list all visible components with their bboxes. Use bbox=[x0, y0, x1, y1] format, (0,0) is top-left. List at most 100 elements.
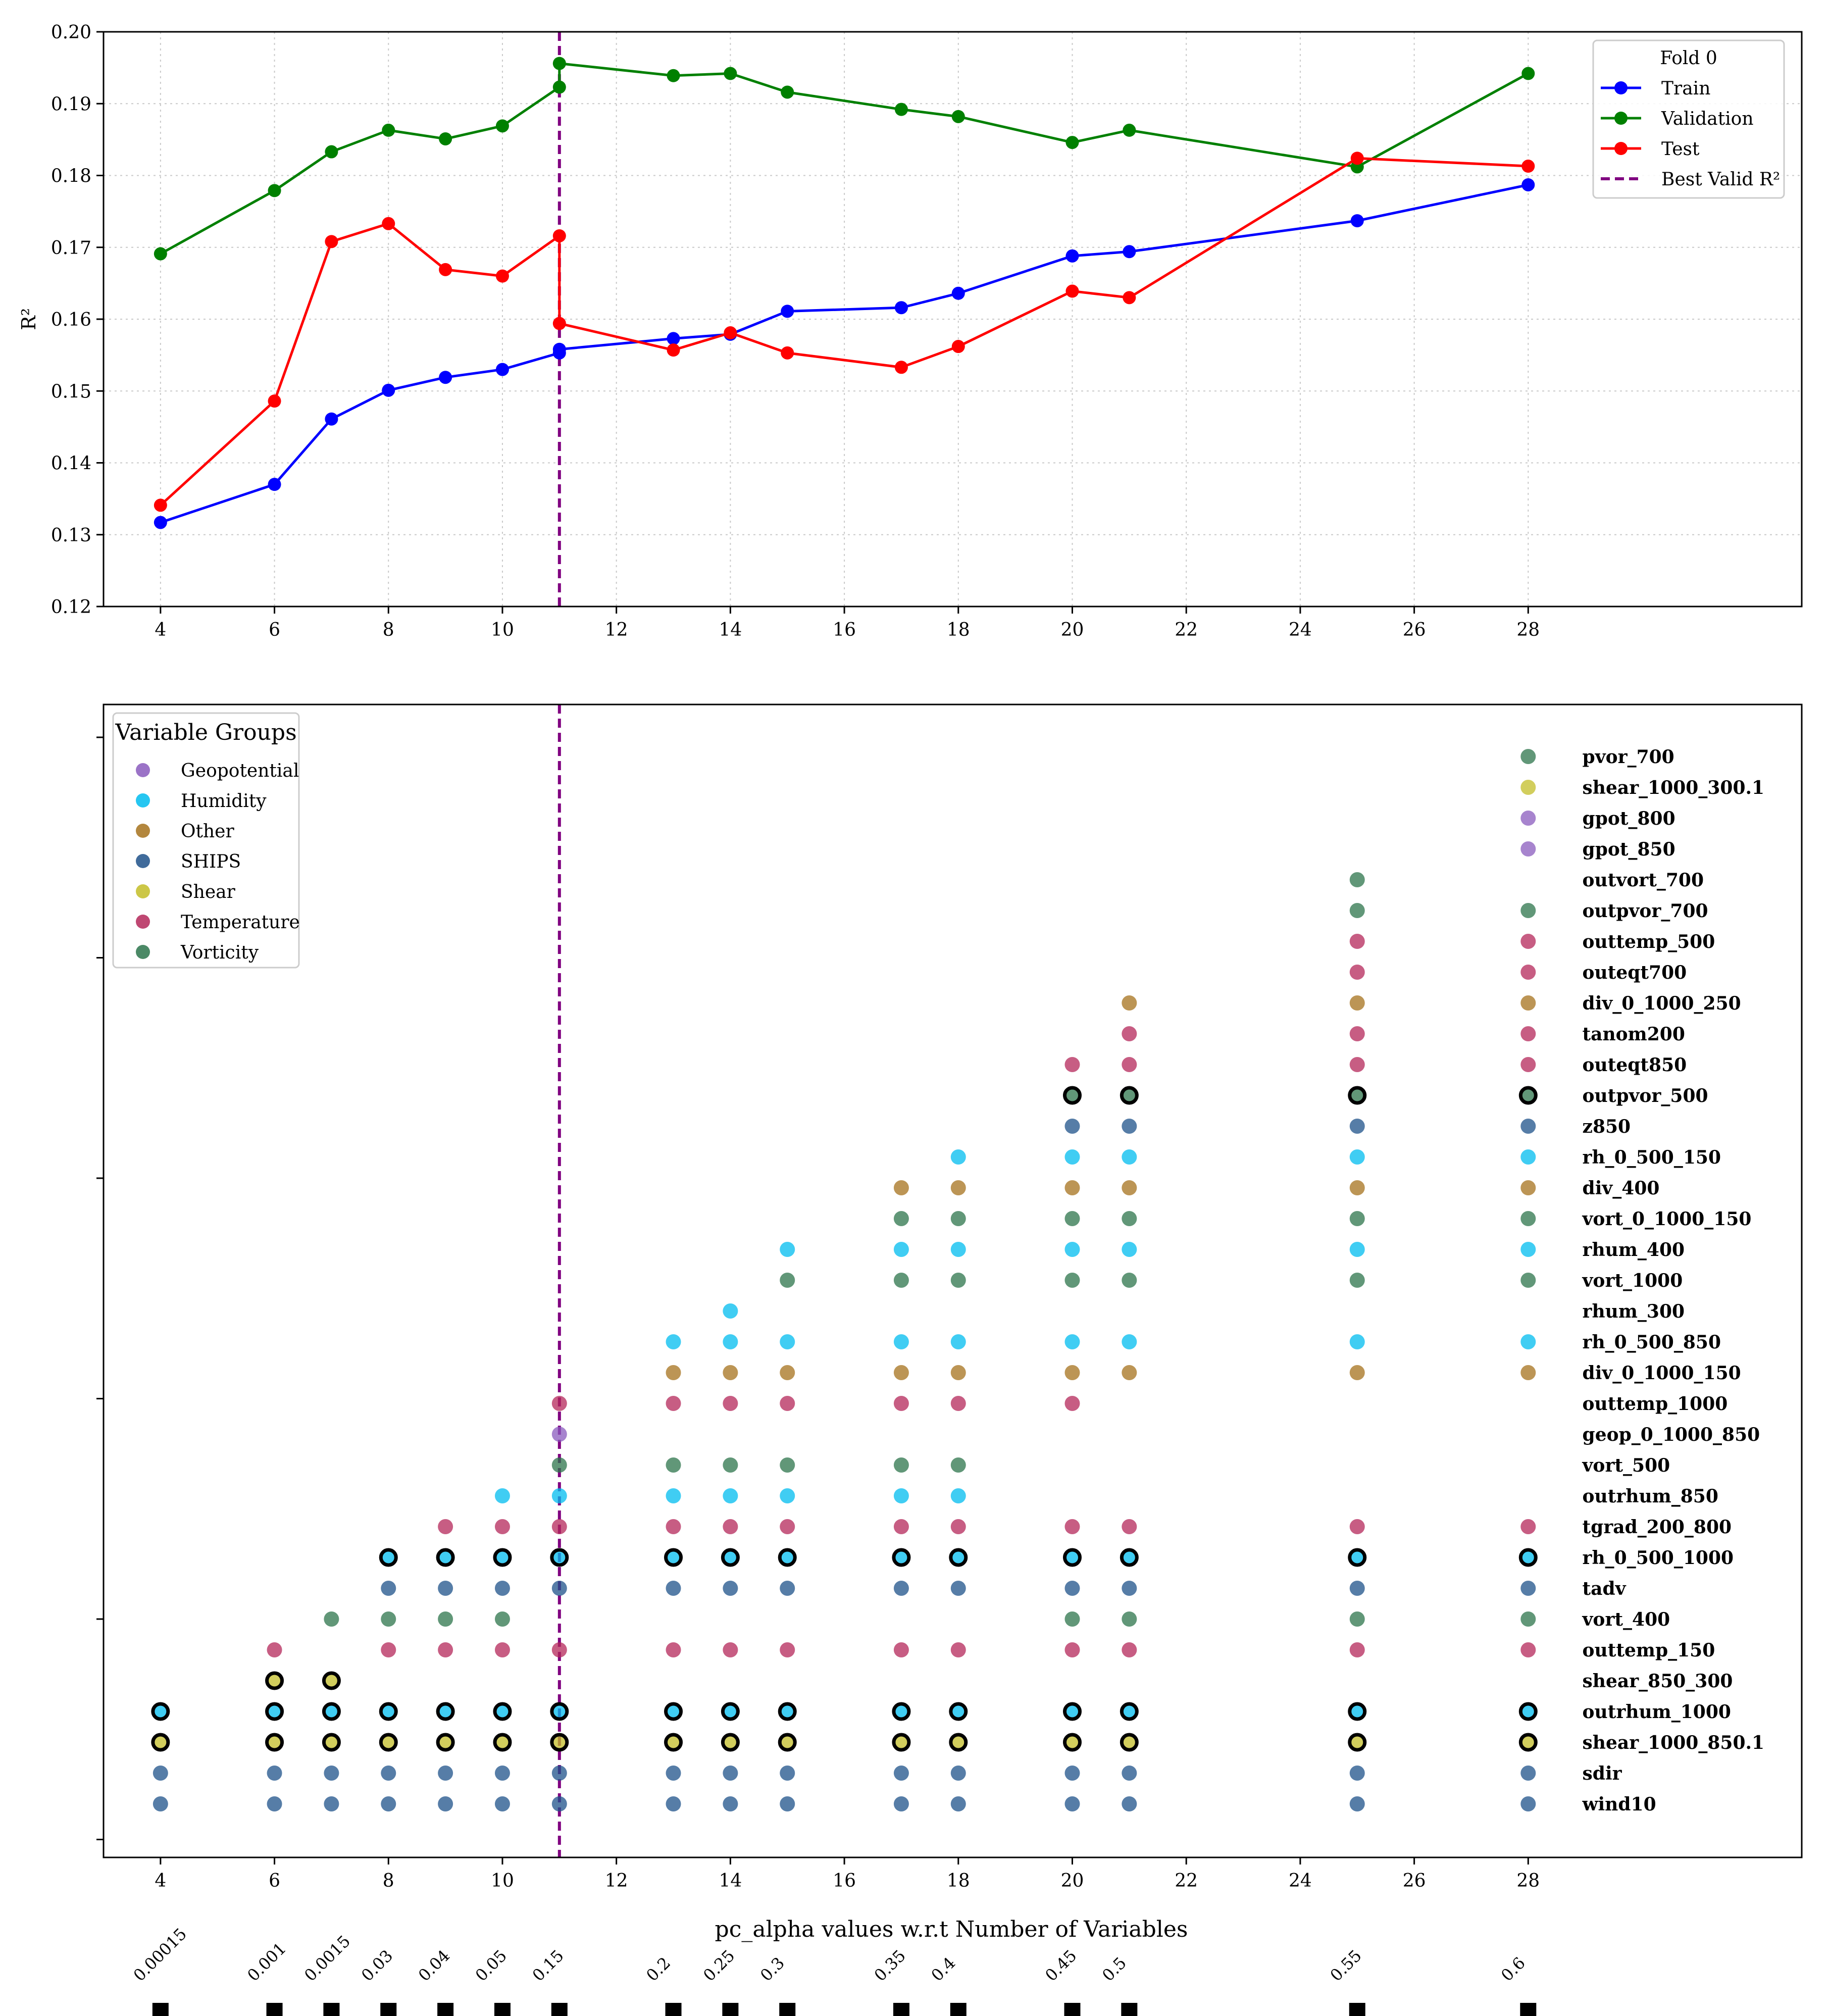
var-point-outrhum_1000 bbox=[1348, 1702, 1367, 1721]
legend-marker-geopotential bbox=[136, 763, 150, 777]
var-point-shear_1000_850.1 bbox=[436, 1733, 455, 1752]
x-tick-label: 16 bbox=[833, 620, 856, 640]
x-tick-label: 24 bbox=[1289, 620, 1312, 640]
point-validation bbox=[439, 132, 452, 145]
var-point-tadv bbox=[723, 1581, 738, 1596]
pc-alpha-marker bbox=[893, 2003, 909, 2016]
x-tick-label: 8 bbox=[383, 620, 394, 640]
var-point-outtemp_150 bbox=[267, 1642, 282, 1657]
var-label-tanom200: tanom200 bbox=[1583, 1024, 1685, 1045]
var-point-wind10 bbox=[1122, 1796, 1137, 1811]
point-train bbox=[667, 332, 680, 345]
var-point-tadv bbox=[893, 1581, 909, 1596]
var-point-vort_1000 bbox=[950, 1273, 966, 1288]
var-label-shear_850_300: shear_850_300 bbox=[1583, 1671, 1733, 1692]
var-point-outeqt700 bbox=[1520, 965, 1536, 980]
var-point-vort_400 bbox=[324, 1611, 339, 1627]
var-point-rh_0_500_850 bbox=[1064, 1334, 1080, 1349]
var-point-outtemp_150 bbox=[1349, 1642, 1365, 1657]
legend-marker-ships bbox=[136, 854, 150, 868]
bottom-x-tick-label: 16 bbox=[833, 1871, 856, 1891]
var-label-outrhum_1000: outrhum_1000 bbox=[1583, 1701, 1731, 1723]
legend-label-humidity: Humidity bbox=[181, 791, 267, 812]
var-point-div_0_1000_150 bbox=[723, 1365, 738, 1380]
x-tick-label: 10 bbox=[491, 620, 514, 640]
var-point-vort_500 bbox=[723, 1457, 738, 1473]
legend-label-temperature: Temperature bbox=[181, 912, 300, 933]
var-point-outtemp_500 bbox=[1520, 934, 1536, 949]
var-point-vort_0_1000_150 bbox=[1349, 1211, 1365, 1226]
var-point-vort_500 bbox=[893, 1457, 909, 1473]
r2-line-chart: 4 6 8 10 12 14 16 18 20 22 24 26 28 0.12 0.13 0.14 0.15… bbox=[18, 22, 1803, 640]
var-point-shear_1000_850.1 bbox=[1062, 1733, 1082, 1752]
bottom-x-tick-label: 10 bbox=[491, 1871, 514, 1891]
bottom-axes-frame bbox=[103, 703, 1803, 1858]
point-test bbox=[325, 235, 338, 248]
var-label-wind10: wind10 bbox=[1582, 1794, 1656, 1815]
bottom-x-tick-label: 18 bbox=[947, 1871, 970, 1891]
legend-entry-ships: SHIPS bbox=[136, 851, 241, 872]
point-train bbox=[495, 363, 509, 376]
var-label-outtemp_1000: outtemp_1000 bbox=[1583, 1393, 1728, 1415]
var-point-vort_0_1000_150 bbox=[950, 1211, 966, 1226]
var-point-tadv bbox=[1122, 1581, 1137, 1596]
point-validation bbox=[724, 67, 737, 80]
var-point-shear_1000_850.1 bbox=[1518, 1733, 1538, 1752]
bottom-points bbox=[151, 749, 1538, 1811]
var-point-z850 bbox=[1349, 1119, 1365, 1134]
var-point-shear_850_300 bbox=[265, 1671, 284, 1690]
var-point-outpvor_500 bbox=[1518, 1086, 1538, 1105]
var-point-vort_0_1000_150 bbox=[1064, 1211, 1080, 1226]
var-point-tadv bbox=[381, 1581, 396, 1596]
var-point-div_0_1000_250 bbox=[1520, 995, 1536, 1011]
var-point-outtemp_150 bbox=[494, 1642, 510, 1657]
point-train bbox=[325, 412, 338, 426]
var-point-outrhum_1000 bbox=[1062, 1702, 1082, 1721]
var-point-wind10 bbox=[324, 1796, 339, 1811]
legend-entry-humidity: Humidity bbox=[136, 791, 267, 812]
var-point-tadv bbox=[1064, 1581, 1080, 1596]
legend-entry-geopotential: Geopotential bbox=[136, 761, 299, 781]
legend-marker-vorticity bbox=[136, 945, 150, 959]
var-point-outtemp_150 bbox=[381, 1642, 396, 1657]
var-point-sdir bbox=[551, 1766, 567, 1781]
var-point-tanom200 bbox=[1349, 1026, 1365, 1041]
variable-selection-chart: 4 6 8 10 12 14 16 18 20 22 24 26 28 pvor_700 shear_10… bbox=[96, 703, 1803, 2016]
var-point-rh_0_500_850 bbox=[1520, 1334, 1536, 1349]
point-train bbox=[894, 301, 908, 315]
var-point-shear_1000_300.1 bbox=[1520, 780, 1536, 795]
x-tick-label: 26 bbox=[1403, 620, 1426, 640]
var-point-rh_0_500_1000 bbox=[493, 1548, 512, 1567]
var-point-rh_0_500_850 bbox=[1349, 1334, 1365, 1349]
var-point-vort_0_1000_150 bbox=[1520, 1211, 1536, 1226]
var-label-gpot_800: gpot_800 bbox=[1583, 808, 1675, 829]
var-point-div_400 bbox=[1064, 1180, 1080, 1195]
var-point-sdir bbox=[1122, 1766, 1137, 1781]
var-point-rh_0_500_1000 bbox=[778, 1548, 797, 1567]
var-point-rh_0_500_150 bbox=[1122, 1149, 1137, 1165]
var-point-z850 bbox=[1064, 1119, 1080, 1134]
var-point-vort_0_1000_150 bbox=[1122, 1211, 1137, 1226]
point-test bbox=[552, 317, 566, 330]
var-point-sdir bbox=[666, 1766, 681, 1781]
pc-alpha-marker bbox=[323, 2003, 340, 2016]
var-point-tgrad_200_800 bbox=[780, 1519, 795, 1534]
var-point-outtemp_1000 bbox=[893, 1396, 909, 1411]
x-tick-label: 22 bbox=[1175, 620, 1198, 640]
var-point-wind10 bbox=[723, 1796, 738, 1811]
var-label-div_400: div_400 bbox=[1583, 1178, 1660, 1199]
var-point-vort_400 bbox=[381, 1611, 396, 1627]
var-point-tadv bbox=[438, 1581, 453, 1596]
var-label-outvort_700: outvort_700 bbox=[1583, 870, 1704, 891]
pc-alpha-marker bbox=[1520, 2003, 1537, 2016]
var-label-vort_500: vort_500 bbox=[1582, 1455, 1670, 1476]
var-point-div_400 bbox=[893, 1180, 909, 1195]
y-tick-label: 0.17 bbox=[51, 238, 91, 259]
point-train bbox=[382, 383, 395, 397]
var-point-shear_1000_850.1 bbox=[892, 1733, 911, 1752]
var-label-rhum_300: rhum_300 bbox=[1583, 1301, 1685, 1322]
var-point-outtemp_150 bbox=[1122, 1642, 1137, 1657]
legend-marker-humidity bbox=[136, 793, 150, 808]
var-point-outrhum_1000 bbox=[379, 1702, 398, 1721]
var-label-outeqt850: outeqt850 bbox=[1583, 1054, 1687, 1076]
